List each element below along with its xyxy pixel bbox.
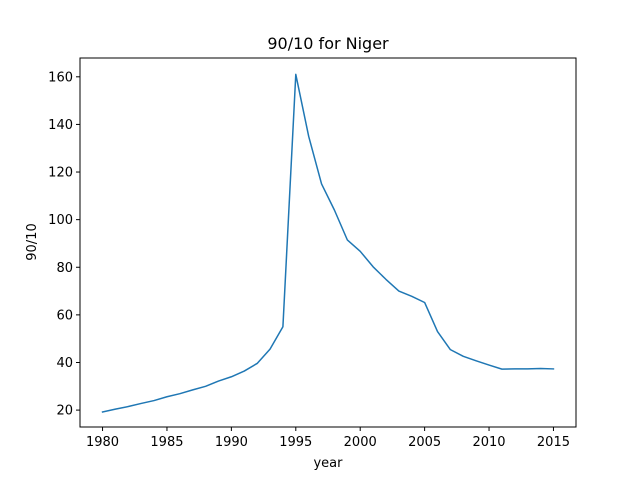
x-axis: 1980 1985 1990 1995 2000 2005 2010 2015	[86, 427, 570, 450]
y-tick-label: 20	[56, 404, 73, 419]
y-axis: 20 40 60 80 100 120 140 160	[48, 70, 80, 419]
y-tick-label: 140	[48, 118, 73, 133]
x-tick-label: 2015	[537, 435, 570, 450]
x-tick-label: 2005	[408, 435, 441, 450]
x-tick-label: 1995	[279, 435, 312, 450]
series-line-0	[101, 73, 555, 413]
y-tick-label: 60	[56, 308, 73, 323]
y-tick-label: 100	[48, 213, 73, 228]
plot-area	[79, 57, 577, 428]
x-tick-label: 1990	[215, 435, 248, 450]
x-tick-label: 2010	[472, 435, 505, 450]
y-tick-label: 120	[48, 166, 73, 181]
y-axis-title: 90/10	[25, 223, 40, 260]
x-tick-label: 2000	[344, 435, 377, 450]
chart-title: 90/10 for Niger	[267, 34, 389, 53]
y-tick-label: 40	[56, 356, 73, 371]
y-tick-label: 160	[48, 70, 73, 85]
plot-frame	[79, 57, 577, 428]
y-tick-label: 80	[56, 261, 73, 276]
x-tick-label: 1980	[86, 435, 119, 450]
x-axis-title: year	[313, 456, 343, 471]
x-tick-label: 1985	[150, 435, 183, 450]
